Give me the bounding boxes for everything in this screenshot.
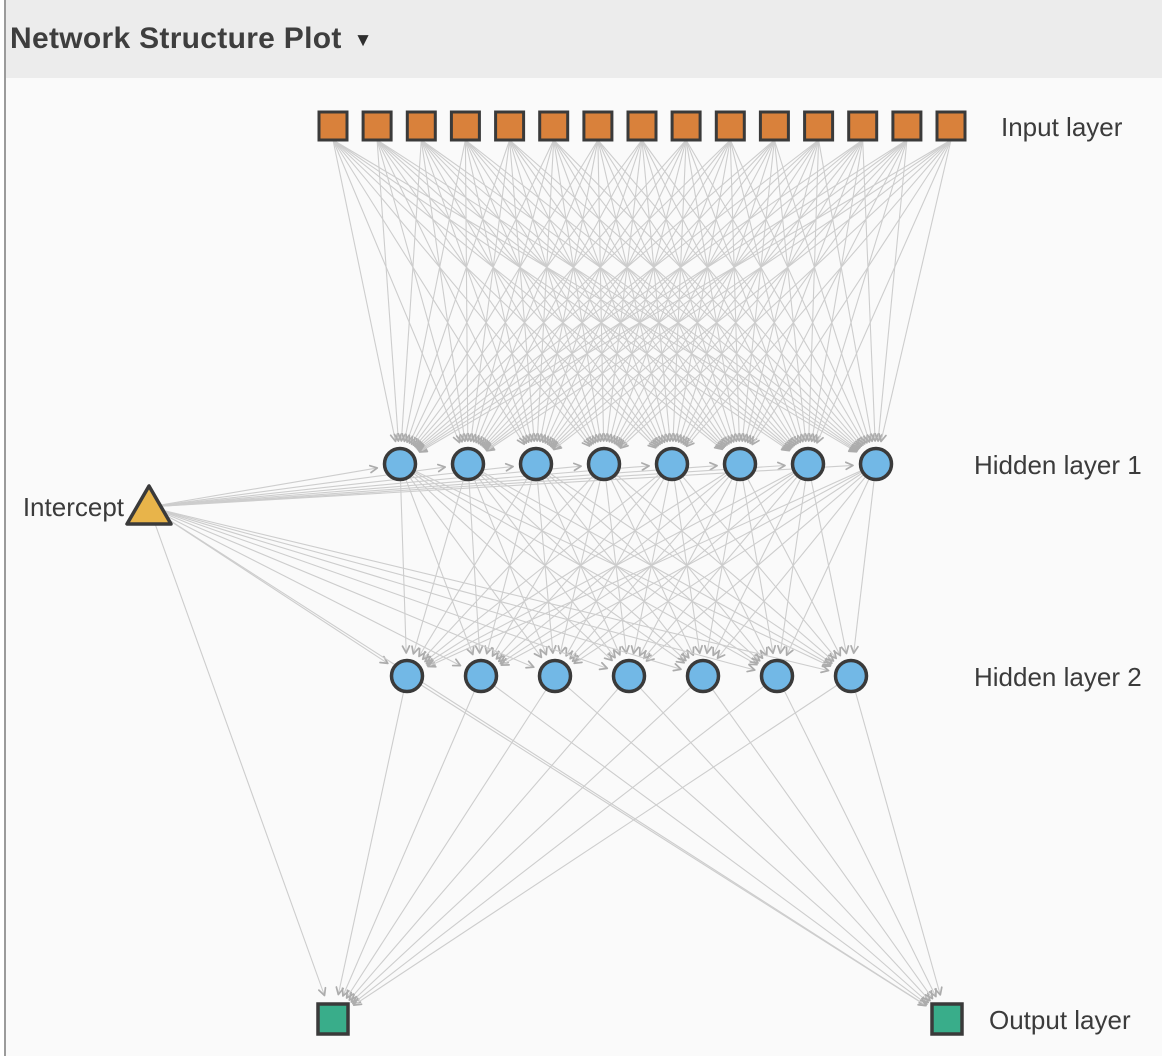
input-layer-label: Input layer [1001,112,1123,142]
hidden1-node-1 [382,446,418,482]
input-node-6 [538,110,570,142]
input-node-3 [405,110,437,142]
hidden1-node-3 [518,446,554,482]
input-node-2 [361,110,393,142]
input-node-11 [758,110,790,142]
edge-lines [150,139,952,1007]
input-node-10 [714,110,746,142]
hidden1-node-5 [654,446,690,482]
hidden-layer-2-label: Hidden layer 2 [974,662,1142,692]
intercept-node [125,484,173,526]
hidden-layer-1-label: Hidden layer 1 [974,450,1142,480]
input-node-13 [847,110,879,142]
hidden2-node-6 [759,658,795,694]
intercept-label: Intercept [22,492,124,522]
hidden2-node-3 [537,658,573,694]
input-node-15 [935,110,967,142]
input-node-4 [449,110,481,142]
hidden2-node-4 [611,658,647,694]
hidden1-node-7 [790,446,826,482]
nodes [125,110,967,1036]
hidden1-node-8 [858,446,894,482]
output-node-2 [930,1002,964,1036]
results-section-header[interactable]: Network Structure Plot ▼ [6,0,1162,78]
hidden2-node-2 [463,658,499,694]
hidden1-node-2 [450,446,486,482]
hidden2-node-5 [685,658,721,694]
input-node-12 [803,110,835,142]
input-node-5 [494,110,526,142]
pane-divider[interactable] [4,0,6,1056]
input-node-14 [891,110,923,142]
hidden1-node-4 [586,446,622,482]
input-node-1 [317,110,349,142]
hidden2-node-1 [389,658,425,694]
input-node-8 [626,110,658,142]
input-node-7 [582,110,614,142]
hidden1-node-6 [722,446,758,482]
hidden2-node-7 [833,658,869,694]
input-node-9 [670,110,702,142]
output-node-1 [316,1002,350,1036]
output-layer-label: Output layer [989,1005,1131,1035]
section-title[interactable]: Network Structure Plot [10,22,342,55]
collapse-caret-icon[interactable]: ▼ [353,30,373,51]
